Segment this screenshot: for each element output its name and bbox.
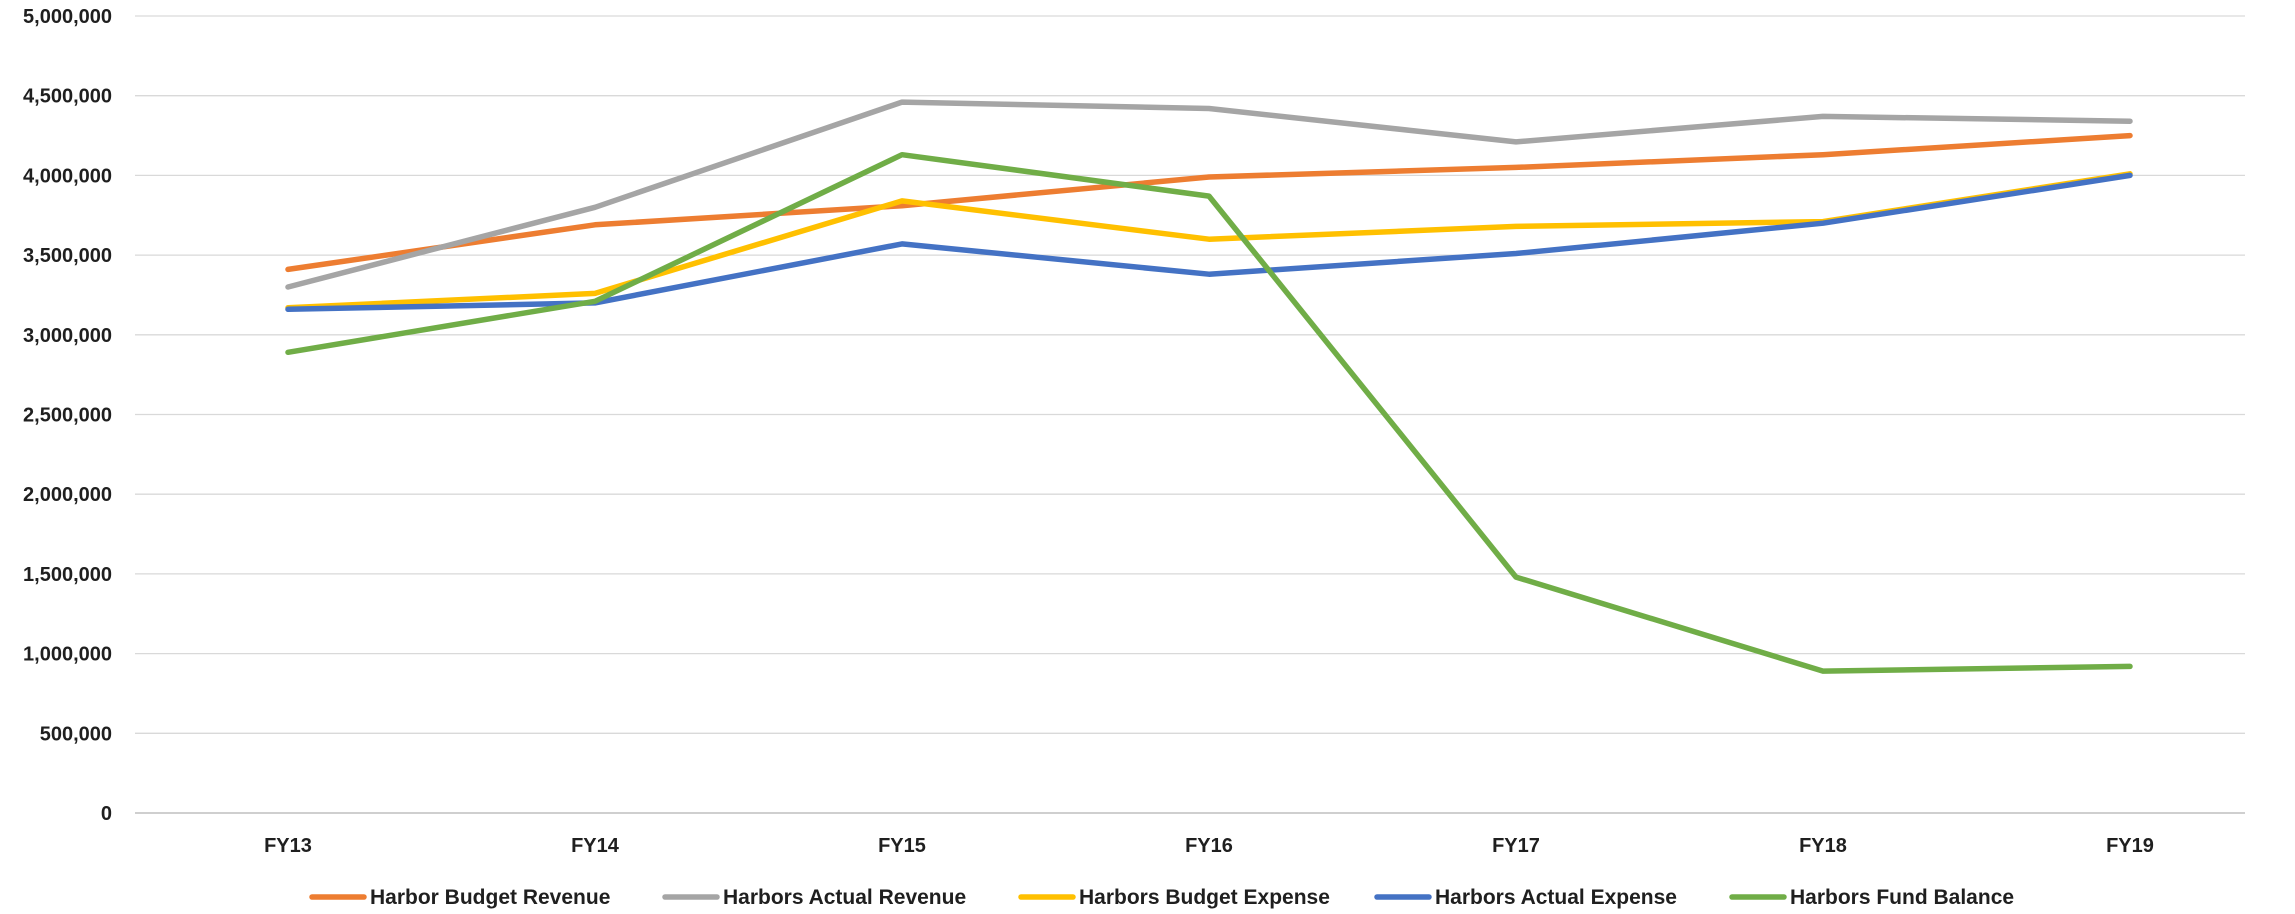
legend: Harbor Budget Revenue Harbors Actual Reve… [309,886,2014,909]
y-tick-label: 0 [101,803,112,825]
y-tick-label: 3,500,000 [23,245,112,267]
series-lines [285,99,2133,674]
series-line-2 [285,99,2133,290]
x-tick-label: FY16 [1185,835,1233,857]
y-tick-label: 1,000,000 [23,644,112,666]
series-line-1 [285,132,2133,273]
legend-item: Harbor Budget Revenue [309,886,610,909]
legend-item: Harbors Fund Balance [1729,886,2014,909]
y-tick-label: 3,000,000 [23,325,112,347]
legend-label: Harbor Budget Revenue [370,886,610,909]
y-tick-label: 2,500,000 [23,405,112,427]
y-tick-label: 1,500,000 [23,564,112,586]
series-line-5 [285,151,2133,674]
x-tick-label: FY19 [2106,835,2154,857]
gridlines [135,15,2245,814]
x-tick-label: FY13 [264,835,312,857]
legend-item: Harbors Actual Revenue [662,886,966,909]
y-axis-tick-labels: 0 500,000 1,000,000 1,500,000 2,000,000 2,500… [23,6,112,825]
legend-label: Harbors Budget Expense [1079,886,1330,909]
y-tick-label: 500,000 [40,723,112,745]
legend-item: Harbors Actual Expense [1374,886,1677,909]
legend-label: Harbors Actual Expense [1435,886,1677,909]
y-tick-label: 4,500,000 [23,86,112,108]
y-tick-label: 2,000,000 [23,484,112,506]
x-tick-label: FY14 [571,835,620,857]
x-tick-label: FY15 [878,835,926,857]
legend-label: Harbors Actual Revenue [723,886,966,909]
y-tick-label: 4,000,000 [23,165,112,187]
x-tick-label: FY17 [1492,835,1540,857]
legend-item: Harbors Budget Expense [1018,886,1330,909]
x-tick-label: FY18 [1799,835,1847,857]
x-axis-tick-labels: FY13 FY14 FY15 FY16 FY17 FY18 FY19 [264,835,2154,857]
legend-label: Harbors Fund Balance [1790,886,2014,909]
y-tick-label: 5,000,000 [23,6,112,28]
